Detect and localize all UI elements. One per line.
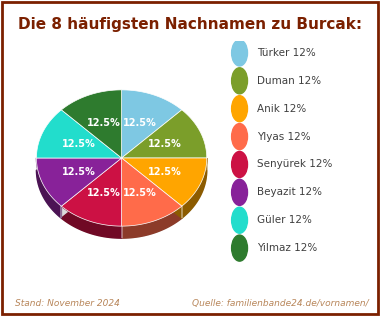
Polygon shape <box>36 170 207 238</box>
Text: 12.5%: 12.5% <box>62 167 95 177</box>
Text: Yilmaz 12%: Yilmaz 12% <box>257 243 317 253</box>
Circle shape <box>231 124 247 149</box>
Circle shape <box>231 235 247 261</box>
Polygon shape <box>122 158 182 226</box>
Text: Stand: November 2024: Stand: November 2024 <box>15 299 120 308</box>
Polygon shape <box>62 158 122 238</box>
Text: 12.5%: 12.5% <box>87 118 120 128</box>
Text: Duman 12%: Duman 12% <box>257 76 321 86</box>
Text: Quelle: familienbande24.de/vornamen/: Quelle: familienbande24.de/vornamen/ <box>192 299 369 308</box>
Polygon shape <box>36 158 122 206</box>
Polygon shape <box>122 158 182 238</box>
Circle shape <box>231 68 247 94</box>
Text: 12.5%: 12.5% <box>148 139 182 149</box>
Circle shape <box>231 179 247 205</box>
Polygon shape <box>122 90 182 158</box>
Polygon shape <box>122 158 207 218</box>
Text: Ylyas 12%: Ylyas 12% <box>257 131 310 142</box>
Text: 12.5%: 12.5% <box>123 188 157 198</box>
Text: 12.5%: 12.5% <box>148 167 182 177</box>
Polygon shape <box>62 158 122 226</box>
Text: Senyürek 12%: Senyürek 12% <box>257 160 332 169</box>
Circle shape <box>231 207 247 233</box>
Circle shape <box>231 151 247 178</box>
Text: 12.5%: 12.5% <box>62 139 95 149</box>
Polygon shape <box>36 158 122 218</box>
Text: 12.5%: 12.5% <box>87 188 120 198</box>
Text: Türker 12%: Türker 12% <box>257 48 316 58</box>
Polygon shape <box>122 110 207 158</box>
Polygon shape <box>62 90 122 158</box>
Text: Güler 12%: Güler 12% <box>257 215 312 225</box>
Text: Anik 12%: Anik 12% <box>257 104 306 114</box>
Text: 12.5%: 12.5% <box>123 118 157 128</box>
Polygon shape <box>122 158 207 206</box>
Circle shape <box>231 40 247 66</box>
Polygon shape <box>36 110 122 158</box>
Text: Die 8 häufigsten Nachnamen zu Burcak:: Die 8 häufigsten Nachnamen zu Burcak: <box>18 17 362 32</box>
Text: Beyazit 12%: Beyazit 12% <box>257 187 322 197</box>
Circle shape <box>231 96 247 122</box>
